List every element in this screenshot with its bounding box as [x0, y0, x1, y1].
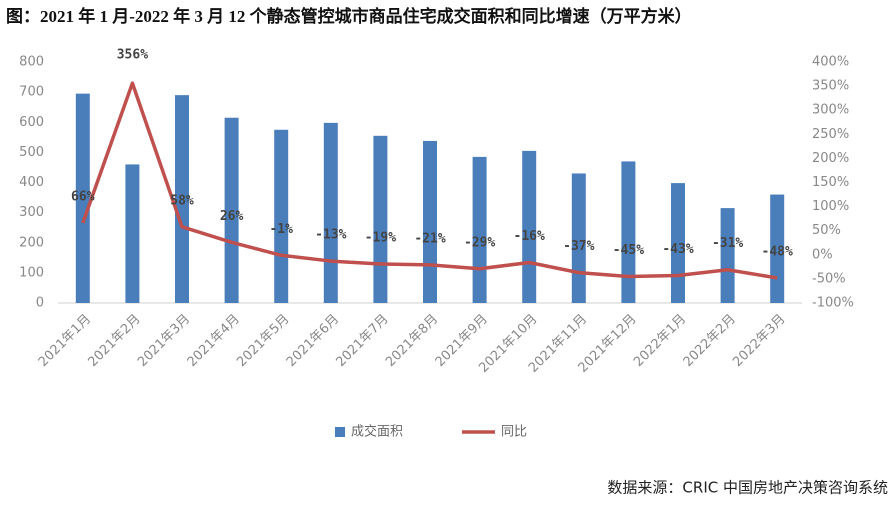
bar — [671, 183, 685, 303]
bar — [621, 161, 636, 303]
y-tick-label: 0 — [36, 296, 44, 311]
line — [81, 81, 778, 280]
x-tick-label: 2022年1月 — [631, 312, 689, 370]
data-label: -21% — [414, 231, 445, 246]
x-tick-label: 2021年2月 — [85, 312, 143, 370]
data-label: -13% — [315, 228, 346, 243]
x-tick-label: 2021年8月 — [383, 312, 441, 370]
bar — [175, 95, 189, 303]
data-label: -45% — [613, 243, 644, 258]
data-label: 356% — [117, 48, 148, 63]
y-tick-label: 200 — [19, 235, 44, 250]
legend-label: 同比 — [501, 425, 527, 440]
data-label: -31% — [712, 236, 743, 251]
y-tick-label: 100 — [19, 265, 44, 280]
source: 数据来源：CRIC 中国房地产决策咨询系统 — [607, 479, 888, 497]
bar — [75, 93, 90, 303]
x-tick-label: 2021年3月 — [135, 312, 193, 370]
chart-title: 图：2021 年 1 月-2022 年 3 月 12 个静态管控城市商品住宅成交… — [6, 6, 692, 26]
x-tick-label: 2022年3月 — [730, 312, 788, 370]
data-label: 66% — [71, 189, 95, 204]
data-label: -48% — [762, 244, 793, 259]
legend-label: 成交面积 — [351, 424, 403, 440]
x-tick-label: 2021年7月 — [333, 312, 391, 370]
y2-tick-label: -100% — [812, 296, 854, 311]
legend-swatch — [335, 427, 345, 437]
y-tick-label: 800 — [19, 55, 44, 70]
x-tick-label: 2021年6月 — [284, 312, 342, 370]
bar — [125, 164, 140, 303]
bar — [472, 156, 487, 303]
x-tick-label: 2021年1月 — [36, 312, 94, 370]
data-label: -43% — [662, 242, 693, 257]
data-label: -1% — [269, 222, 293, 237]
y2-tick-label: 200% — [812, 151, 849, 166]
y2-tick-label: 0% — [812, 247, 833, 262]
y2-tick-label: 300% — [812, 103, 849, 118]
bar — [224, 117, 239, 303]
data-label: -19% — [365, 230, 396, 245]
x-tick-label: 2022年2月 — [681, 312, 739, 370]
data-label: -29% — [464, 235, 495, 250]
y-tick-label: 400 — [19, 175, 44, 190]
y2-tick-label: 400% — [812, 55, 849, 70]
y2-tick-label: -50% — [812, 271, 846, 286]
y-tick-label: 600 — [19, 115, 44, 130]
x-tick-label: 2021年5月 — [234, 312, 292, 370]
bar — [274, 129, 289, 303]
bar — [423, 140, 437, 303]
y2-tick-label: 100% — [812, 199, 849, 214]
data-label: -16% — [514, 229, 545, 244]
y2-tick-label: 150% — [812, 175, 849, 190]
bar — [522, 150, 537, 303]
y-tick-label: 300 — [19, 205, 44, 220]
bar — [720, 208, 735, 303]
bar — [323, 122, 338, 303]
y2-tick-label: 350% — [812, 79, 849, 94]
data-label: 58% — [170, 193, 194, 208]
y-tick-label: 500 — [19, 145, 44, 160]
bar — [373, 135, 388, 303]
x-tick-label: 2021年4月 — [185, 312, 243, 370]
data-label: -37% — [563, 239, 594, 254]
y2-tick-label: 50% — [812, 223, 841, 238]
y2-tick-label: 250% — [812, 127, 849, 142]
data-label: 26% — [220, 209, 244, 224]
y-tick-label: 700 — [19, 85, 44, 100]
